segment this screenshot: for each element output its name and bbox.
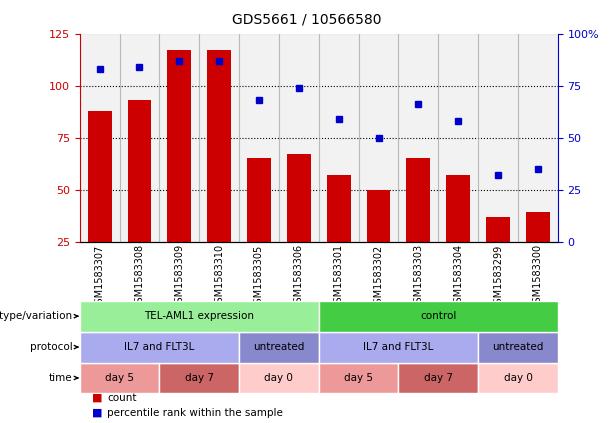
Bar bbox=[128, 100, 151, 242]
Text: percentile rank within the sample: percentile rank within the sample bbox=[107, 408, 283, 418]
Bar bbox=[359, 34, 398, 242]
Text: genotype/variation: genotype/variation bbox=[0, 311, 72, 321]
Bar bbox=[159, 34, 199, 242]
Text: day 5: day 5 bbox=[344, 373, 373, 383]
Text: control: control bbox=[420, 311, 457, 321]
Bar bbox=[247, 159, 271, 242]
Bar bbox=[327, 175, 351, 242]
Text: protocol: protocol bbox=[29, 342, 72, 352]
Bar bbox=[518, 34, 558, 242]
Bar bbox=[199, 34, 239, 242]
Text: time: time bbox=[48, 373, 72, 383]
Text: count: count bbox=[107, 393, 137, 403]
Bar bbox=[120, 34, 159, 242]
Bar bbox=[239, 34, 279, 242]
Text: ■: ■ bbox=[92, 408, 102, 418]
Text: TEL-AML1 expression: TEL-AML1 expression bbox=[144, 311, 254, 321]
Bar bbox=[526, 212, 550, 242]
Text: IL7 and FLT3L: IL7 and FLT3L bbox=[124, 342, 194, 352]
Text: untreated: untreated bbox=[492, 342, 544, 352]
Text: IL7 and FLT3L: IL7 and FLT3L bbox=[364, 342, 433, 352]
Bar bbox=[486, 217, 510, 242]
Bar bbox=[207, 50, 231, 242]
Bar bbox=[279, 34, 319, 242]
Bar bbox=[80, 34, 120, 242]
Bar bbox=[319, 34, 359, 242]
Bar bbox=[167, 50, 191, 242]
Bar bbox=[287, 154, 311, 242]
Bar bbox=[438, 34, 478, 242]
Text: day 5: day 5 bbox=[105, 373, 134, 383]
Bar bbox=[446, 175, 470, 242]
Bar bbox=[367, 190, 390, 242]
Bar bbox=[88, 111, 112, 242]
Text: GDS5661 / 10566580: GDS5661 / 10566580 bbox=[232, 13, 381, 27]
Text: untreated: untreated bbox=[253, 342, 305, 352]
Text: day 7: day 7 bbox=[185, 373, 214, 383]
Text: day 0: day 0 bbox=[503, 373, 533, 383]
Text: day 0: day 0 bbox=[264, 373, 294, 383]
Text: ■: ■ bbox=[92, 393, 102, 403]
Bar bbox=[478, 34, 518, 242]
Text: day 7: day 7 bbox=[424, 373, 453, 383]
Bar bbox=[398, 34, 438, 242]
Bar bbox=[406, 159, 430, 242]
